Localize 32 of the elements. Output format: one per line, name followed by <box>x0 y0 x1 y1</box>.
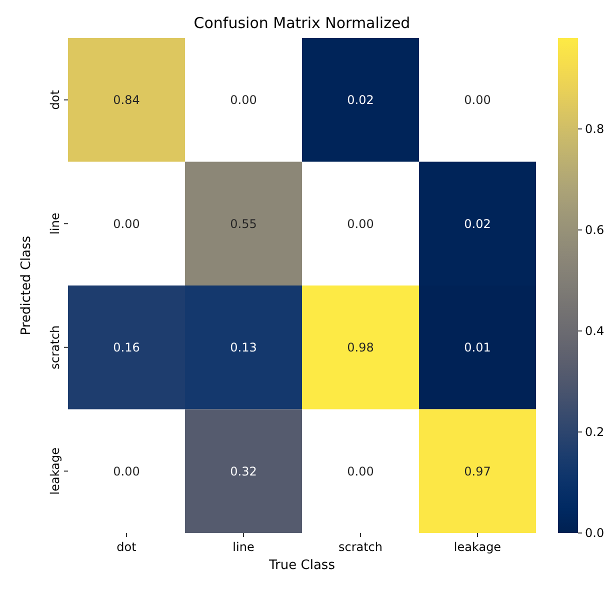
data-label: 0.16 <box>113 340 140 355</box>
color-bar-label: 0.8 <box>585 122 604 136</box>
text: 0.00 <box>347 216 374 231</box>
y-tick-label: line <box>48 212 62 234</box>
x-tick-label: scratch <box>338 540 383 554</box>
y-tick-label: scratch <box>48 325 62 370</box>
x-tick-label: line <box>232 540 254 554</box>
y-axis-title: Predicted Class <box>19 236 34 336</box>
data-label: 0.13 <box>230 340 257 355</box>
text: 0.00 <box>113 464 140 478</box>
data-label: 0.97 <box>464 464 491 478</box>
text: 0.00 <box>347 464 374 478</box>
color-bar-label: 0.0 <box>585 526 604 540</box>
data-label: 0.02 <box>347 93 374 108</box>
color-bar-label: 0.6 <box>585 223 604 238</box>
y-tick-label: dot <box>48 90 62 110</box>
color-bar-label: 0.2 <box>585 425 604 440</box>
data-label: 0.01 <box>464 340 491 355</box>
text: 0.00 <box>464 93 491 108</box>
text: 0.00 <box>113 216 140 231</box>
data-label: 0.32 <box>230 464 257 478</box>
x-tick-label: dot <box>116 540 137 554</box>
data-label: 0.84 <box>113 93 140 108</box>
x-tick-label: leakage <box>454 540 502 554</box>
color-bar-label: 0.4 <box>585 324 604 338</box>
text: 0.00 <box>230 93 257 108</box>
data-label: 0.98 <box>347 340 374 355</box>
x-axis-title: True Class <box>268 558 336 573</box>
chart-title: Confusion Matrix Normalized <box>194 14 410 32</box>
data-label: 0.55 <box>230 216 257 231</box>
data-label: 0.02 <box>464 216 491 231</box>
y-tick-label: leakage <box>48 448 62 495</box>
